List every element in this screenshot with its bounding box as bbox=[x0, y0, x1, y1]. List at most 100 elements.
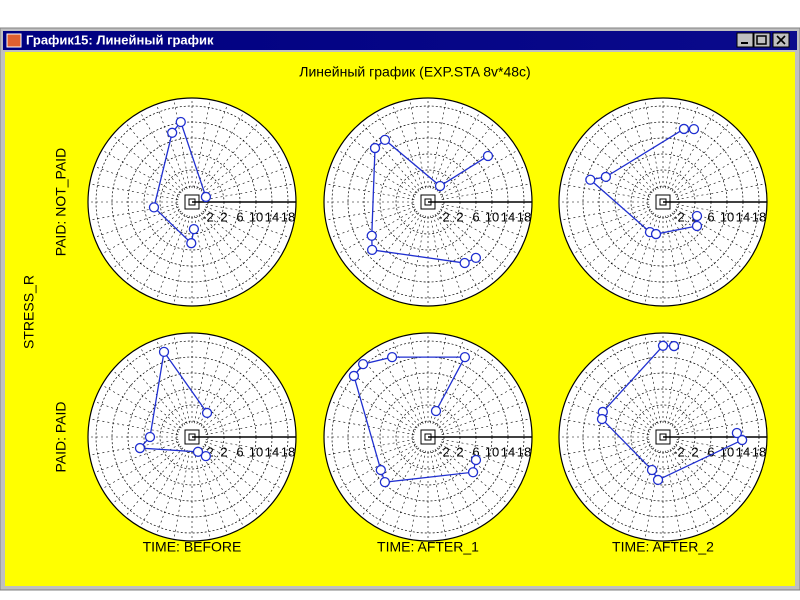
spoke bbox=[124, 122, 184, 192]
spoke bbox=[360, 212, 420, 282]
r-tick-label: 18 bbox=[517, 444, 531, 459]
spoke bbox=[565, 441, 650, 473]
spoke bbox=[409, 450, 426, 540]
spoke bbox=[669, 448, 716, 528]
point bbox=[200, 191, 212, 203]
r-tick-label: 14 bbox=[736, 209, 750, 224]
spoke bbox=[337, 443, 417, 490]
spoke bbox=[392, 104, 424, 189]
minimize-button[interactable] bbox=[736, 32, 754, 48]
spoke bbox=[583, 369, 653, 429]
spoke bbox=[392, 215, 424, 300]
close-button[interactable] bbox=[772, 32, 790, 48]
spoke bbox=[676, 401, 761, 433]
maximize-button[interactable] bbox=[753, 32, 771, 48]
r-tick-label: 10 bbox=[720, 444, 734, 459]
r-tick-label: 18 bbox=[281, 209, 295, 224]
spoke bbox=[194, 334, 211, 424]
spoke bbox=[439, 149, 519, 196]
spoke bbox=[173, 99, 190, 189]
spoke bbox=[196, 215, 228, 300]
spoke bbox=[674, 208, 754, 255]
spoke bbox=[667, 215, 699, 300]
r-tick-label: 18 bbox=[517, 209, 531, 224]
spoke bbox=[205, 183, 295, 200]
spoke bbox=[124, 212, 184, 282]
point bbox=[482, 150, 494, 162]
r-tick-label: 2 bbox=[220, 444, 227, 459]
point bbox=[148, 202, 160, 213]
spoke bbox=[676, 166, 761, 198]
spoke bbox=[205, 206, 290, 238]
spoke bbox=[676, 439, 766, 456]
spoke bbox=[438, 369, 508, 429]
spoke bbox=[156, 215, 188, 300]
spoke bbox=[441, 439, 531, 456]
spoke bbox=[196, 104, 228, 189]
spoke bbox=[194, 450, 211, 540]
spoke bbox=[674, 443, 754, 490]
spoke bbox=[89, 204, 179, 221]
r-tick-label: 18 bbox=[752, 444, 766, 459]
spoke bbox=[572, 208, 652, 255]
point bbox=[691, 210, 703, 222]
spoke bbox=[665, 99, 682, 189]
point bbox=[144, 431, 156, 443]
spoke bbox=[198, 448, 245, 528]
spoke bbox=[94, 206, 179, 238]
spoke bbox=[173, 334, 190, 424]
spoke bbox=[665, 450, 682, 540]
point bbox=[175, 116, 186, 128]
spoke bbox=[676, 441, 761, 473]
spoke bbox=[205, 204, 295, 221]
spoke bbox=[436, 212, 496, 282]
spoke bbox=[560, 418, 650, 435]
r-tick-label: 6 bbox=[707, 444, 714, 459]
r-tick-label: -2 bbox=[673, 209, 685, 224]
series-line bbox=[588, 128, 698, 235]
spoke bbox=[671, 357, 731, 427]
title-bar bbox=[3, 31, 797, 50]
spoke bbox=[673, 445, 743, 505]
point bbox=[369, 142, 381, 154]
spoke bbox=[671, 122, 731, 192]
point bbox=[585, 174, 596, 185]
chart-title: Линейный график (EXP.STA 8v*48c) bbox=[299, 64, 530, 80]
window-title: График15: Линейный график bbox=[26, 32, 214, 47]
spoke bbox=[565, 401, 650, 433]
spoke bbox=[436, 357, 496, 427]
spoke bbox=[610, 111, 657, 191]
r-tick-label: 10 bbox=[485, 444, 499, 459]
spoke bbox=[337, 384, 417, 431]
spoke bbox=[583, 210, 653, 270]
spoke bbox=[644, 99, 661, 189]
spoke bbox=[434, 213, 481, 293]
spoke bbox=[438, 134, 508, 194]
point bbox=[167, 127, 178, 138]
spoke bbox=[439, 384, 519, 431]
spoke bbox=[200, 122, 260, 192]
r-tick-label: 14 bbox=[265, 444, 279, 459]
r-tick-label: -2 bbox=[438, 209, 450, 224]
spoke bbox=[572, 384, 652, 431]
spoke bbox=[676, 204, 766, 221]
spoke bbox=[139, 111, 186, 191]
spoke bbox=[205, 401, 290, 433]
spoke bbox=[348, 369, 418, 429]
point bbox=[691, 220, 703, 232]
spoke bbox=[392, 339, 424, 424]
spoke bbox=[671, 447, 731, 517]
row-label: PAID: PAID bbox=[53, 401, 69, 472]
spoke bbox=[644, 334, 661, 424]
r-tick-label: 18 bbox=[281, 444, 295, 459]
spoke bbox=[205, 418, 295, 435]
spoke bbox=[674, 149, 754, 196]
spoke bbox=[101, 208, 181, 255]
point bbox=[134, 442, 146, 454]
r-tick-label: 14 bbox=[736, 444, 750, 459]
spoke bbox=[441, 401, 526, 433]
point bbox=[366, 244, 378, 256]
